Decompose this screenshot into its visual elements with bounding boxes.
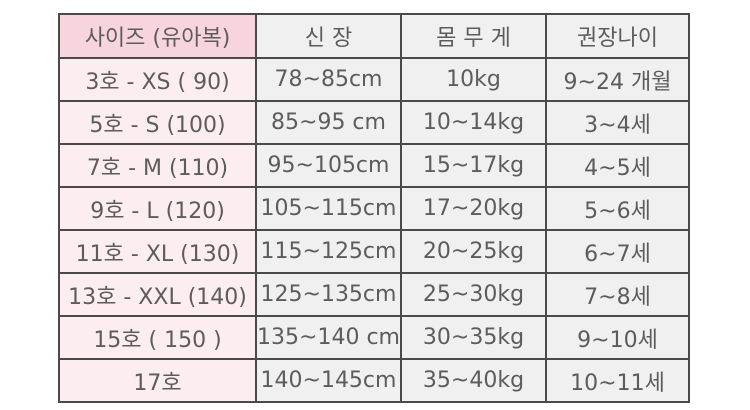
- cell-height: 135~140 cm: [255, 315, 402, 360]
- cell-weight: 17~20kg: [400, 186, 547, 231]
- header-size: 사이즈 (유아복): [58, 13, 257, 59]
- cell-size: 15호 ( 150 ): [58, 315, 257, 360]
- table-row: 3호 - XS ( 90) 78~85cm 10kg 9~24 개월: [58, 57, 690, 102]
- cell-height: 85~95 cm: [255, 100, 402, 145]
- table-row: 17호 140~145cm 35~40kg 10~11세: [58, 358, 690, 403]
- table-row: 5호 - S (100) 85~95 cm 10~14kg 3~4세: [58, 100, 690, 145]
- table-row: 9호 - L (120) 105~115cm 17~20kg 5~6세: [58, 186, 690, 231]
- cell-weight: 15~17kg: [400, 143, 547, 188]
- header-row: 사이즈 (유아복) 신 장 몸 무 게 권장나이: [58, 13, 690, 59]
- cell-age: 9~10세: [545, 315, 690, 360]
- cell-size: 13호 - XXL (140): [58, 272, 257, 317]
- header-weight: 몸 무 게: [400, 13, 547, 59]
- cell-age: 10~11세: [545, 358, 690, 403]
- table-row: 15호 ( 150 ) 135~140 cm 30~35kg 9~10세: [58, 315, 690, 360]
- cell-weight: 20~25kg: [400, 229, 547, 274]
- size-chart-container: 사이즈 (유아복) 신 장 몸 무 게 권장나이 3호 - XS ( 90) 7…: [58, 13, 690, 403]
- cell-size: 17호: [58, 358, 257, 403]
- cell-height: 95~105cm: [255, 143, 402, 188]
- cell-size: 3호 - XS ( 90): [58, 57, 257, 102]
- cell-size: 5호 - S (100): [58, 100, 257, 145]
- header-height: 신 장: [255, 13, 402, 59]
- size-chart-table: 사이즈 (유아복) 신 장 몸 무 게 권장나이 3호 - XS ( 90) 7…: [58, 13, 690, 403]
- cell-height: 78~85cm: [255, 57, 402, 102]
- table-row: 11호 - XL (130) 115~125cm 20~25kg 6~7세: [58, 229, 690, 274]
- cell-weight: 10kg: [400, 57, 547, 102]
- cell-size: 9호 - L (120): [58, 186, 257, 231]
- cell-weight: 10~14kg: [400, 100, 547, 145]
- cell-size: 7호 - M (110): [58, 143, 257, 188]
- cell-height: 125~135cm: [255, 272, 402, 317]
- cell-weight: 35~40kg: [400, 358, 547, 403]
- cell-size: 11호 - XL (130): [58, 229, 257, 274]
- header-age: 권장나이: [545, 13, 690, 59]
- cell-weight: 25~30kg: [400, 272, 547, 317]
- cell-height: 140~145cm: [255, 358, 402, 403]
- table-row: 7호 - M (110) 95~105cm 15~17kg 4~5세: [58, 143, 690, 188]
- cell-age: 5~6세: [545, 186, 690, 231]
- cell-age: 4~5세: [545, 143, 690, 188]
- cell-age: 9~24 개월: [545, 57, 690, 102]
- cell-height: 105~115cm: [255, 186, 402, 231]
- cell-height: 115~125cm: [255, 229, 402, 274]
- cell-age: 3~4세: [545, 100, 690, 145]
- cell-age: 6~7세: [545, 229, 690, 274]
- table-row: 13호 - XXL (140) 125~135cm 25~30kg 7~8세: [58, 272, 690, 317]
- cell-weight: 30~35kg: [400, 315, 547, 360]
- cell-age: 7~8세: [545, 272, 690, 317]
